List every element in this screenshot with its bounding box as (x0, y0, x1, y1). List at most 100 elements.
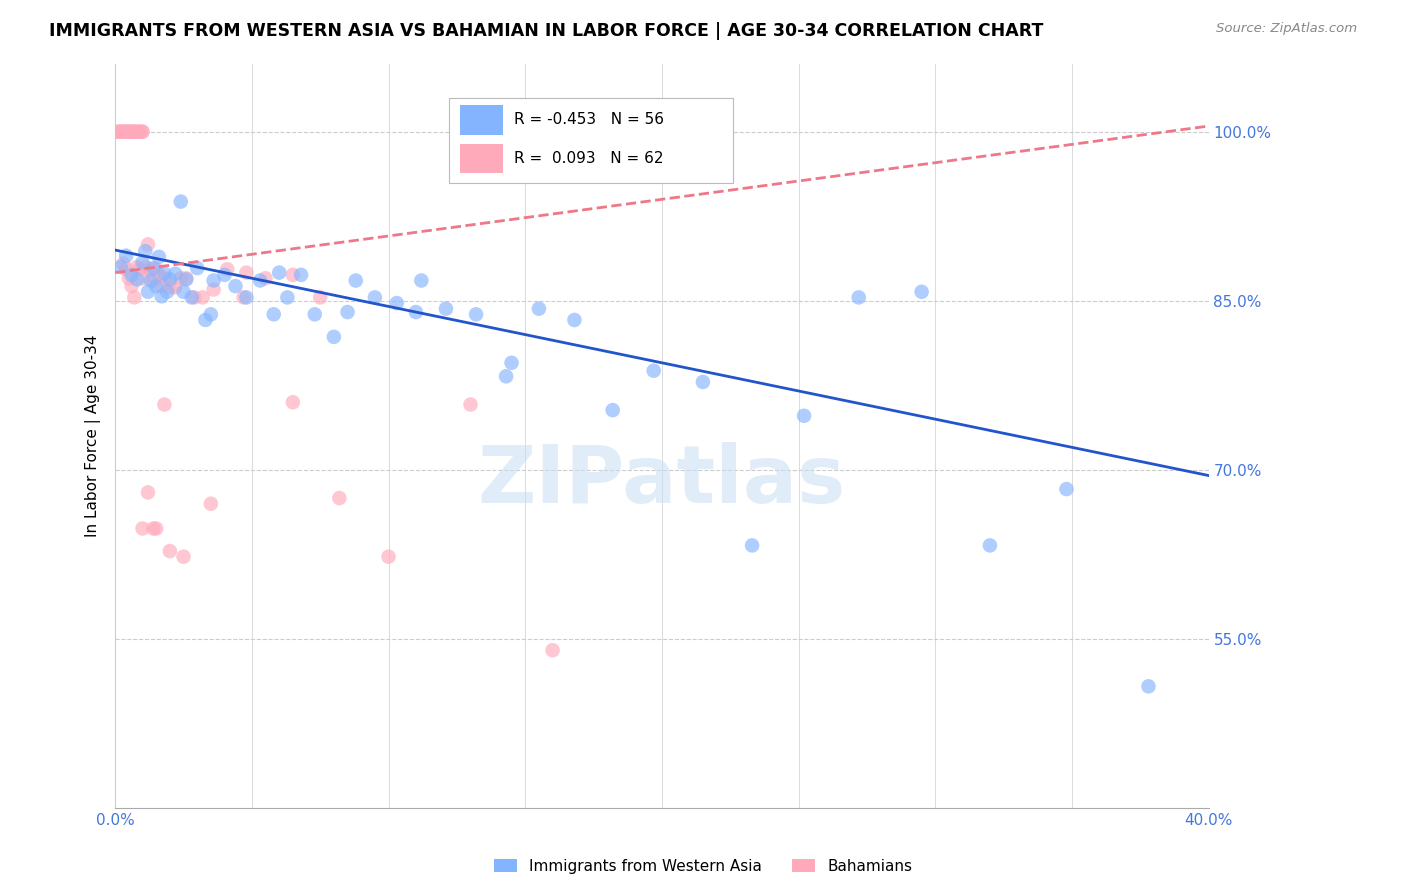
Point (173, 549, 195, 564)
Point (153, 267, 176, 281)
Point (527, 301, 550, 316)
Text: R =  0.093   N = 62: R = 0.093 N = 62 (515, 151, 664, 166)
Point (150, 289, 173, 303)
Point (115, 125, 138, 139)
Point (377, 549, 399, 564)
Point (142, 273, 165, 287)
Point (385, 296, 408, 310)
Text: IMMIGRANTS FROM WESTERN ASIA VS BAHAMIAN IN LABOR FORCE | AGE 30-34 CORRELATION : IMMIGRANTS FROM WESTERN ASIA VS BAHAMIAN… (49, 22, 1043, 40)
Point (121, 125, 143, 139)
Point (202, 273, 225, 287)
Point (848, 290, 870, 304)
Point (434, 301, 457, 316)
Point (281, 395, 304, 409)
Point (194, 313, 217, 327)
Point (131, 125, 153, 139)
Point (115, 125, 138, 139)
Point (125, 272, 148, 286)
Point (118, 271, 141, 285)
Point (202, 283, 225, 297)
Point (602, 403, 624, 417)
Point (405, 305, 427, 319)
Point (150, 279, 173, 293)
Point (112, 125, 135, 139)
Point (125, 260, 148, 274)
Point (142, 521, 165, 535)
Point (235, 266, 257, 280)
Point (336, 305, 359, 319)
Point (465, 307, 488, 321)
Text: Source: ZipAtlas.com: Source: ZipAtlas.com (1216, 22, 1357, 36)
Legend: Immigrants from Western Asia, Bahamians: Immigrants from Western Asia, Bahamians (488, 853, 918, 880)
FancyBboxPatch shape (460, 144, 503, 173)
Point (793, 409, 815, 423)
Text: ZIPatlas: ZIPatlas (478, 442, 846, 520)
Point (118, 125, 141, 139)
Text: R = -0.453   N = 56: R = -0.453 N = 56 (515, 112, 664, 128)
Point (979, 538, 1001, 552)
FancyBboxPatch shape (460, 105, 503, 135)
Point (200, 307, 222, 321)
Point (495, 369, 517, 384)
Point (741, 538, 763, 552)
Point (304, 307, 326, 321)
Point (180, 290, 202, 304)
Point (165, 280, 187, 294)
Point (217, 262, 239, 277)
Point (153, 397, 176, 411)
Point (128, 125, 150, 139)
Point (115, 262, 138, 277)
Point (564, 313, 586, 327)
Point (910, 285, 932, 299)
Point (112, 257, 135, 271)
Point (110, 125, 132, 139)
Point (148, 268, 170, 282)
Point (269, 266, 291, 280)
Point (145, 262, 167, 277)
Point (235, 290, 257, 304)
Point (134, 244, 156, 259)
Point (460, 397, 482, 411)
Point (411, 273, 433, 287)
Point (290, 268, 312, 282)
Point (124, 125, 146, 139)
Point (131, 271, 153, 285)
Point (128, 262, 150, 277)
Point (148, 250, 170, 264)
Point (501, 356, 523, 370)
Point (276, 290, 298, 304)
Point (328, 491, 350, 505)
Point (159, 544, 181, 558)
Point (344, 273, 367, 287)
Point (173, 285, 195, 299)
Point (692, 375, 714, 389)
Point (281, 268, 304, 282)
Point (118, 125, 141, 139)
Point (1056, 482, 1078, 496)
Point (263, 307, 285, 321)
Point (170, 194, 193, 209)
Point (214, 268, 236, 282)
Point (232, 290, 254, 304)
Point (110, 125, 132, 139)
Point (145, 521, 167, 535)
Point (643, 364, 665, 378)
Point (309, 290, 332, 304)
Point (128, 125, 150, 139)
Point (156, 285, 179, 299)
Point (131, 521, 153, 535)
Point (125, 125, 148, 139)
Point (115, 249, 138, 263)
Point (1137, 679, 1160, 693)
Point (191, 290, 214, 304)
Point (159, 272, 181, 286)
Point (142, 261, 165, 276)
Point (107, 125, 129, 139)
Point (249, 273, 271, 287)
Point (139, 262, 162, 277)
Point (322, 330, 344, 344)
Point (153, 271, 176, 285)
Point (186, 261, 208, 276)
Point (136, 237, 159, 252)
Point (124, 290, 146, 304)
